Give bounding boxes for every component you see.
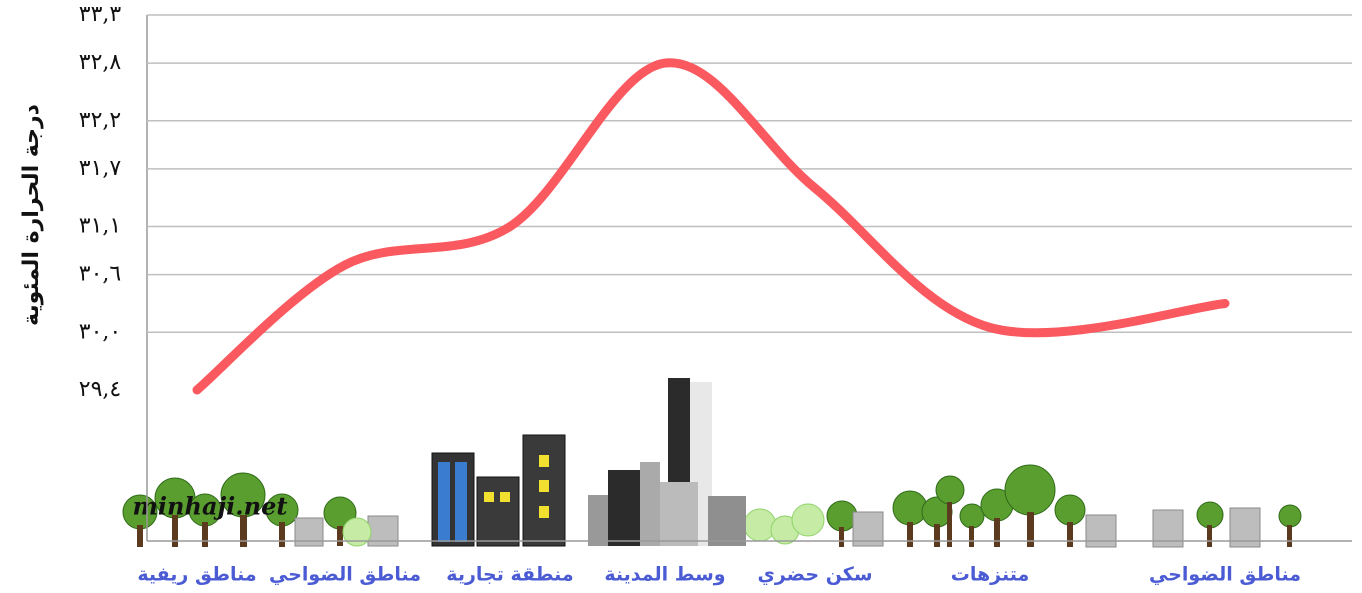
y-tick-label: ٣١,١ — [79, 214, 121, 239]
y-tick-label: ٣٢,٨ — [79, 50, 122, 75]
decorations — [122, 378, 1302, 548]
x-tick-label: مناطق الضواحي — [1149, 564, 1301, 586]
y-tick-label: ٣٣,٣ — [79, 2, 122, 27]
x-tick-label: سكن حضري — [757, 564, 872, 587]
y-tick-label: ٣٢,٢ — [79, 108, 121, 133]
watermark: minhaji.net — [133, 492, 288, 521]
y-tick-label: ٢٩,٤ — [79, 377, 121, 402]
line — [192, 58, 1230, 395]
x-tick-label: مناطق الضواحي — [269, 564, 421, 586]
y-tick-label: ٣٠,٠ — [79, 319, 121, 344]
x-tick-label: متنزهات — [951, 564, 1030, 586]
y-tick-label: ٣١,٧ — [79, 156, 122, 181]
x-tick-label: منطقة تجارية — [446, 564, 573, 586]
y-axis-title: درجة الحرارة المئوية — [19, 104, 44, 326]
y-tick-label: ٣٠,٦ — [79, 262, 121, 287]
x-tick-label: مناطق ريفية — [137, 564, 256, 586]
x-tick-label: وسط المدينة — [604, 564, 725, 586]
